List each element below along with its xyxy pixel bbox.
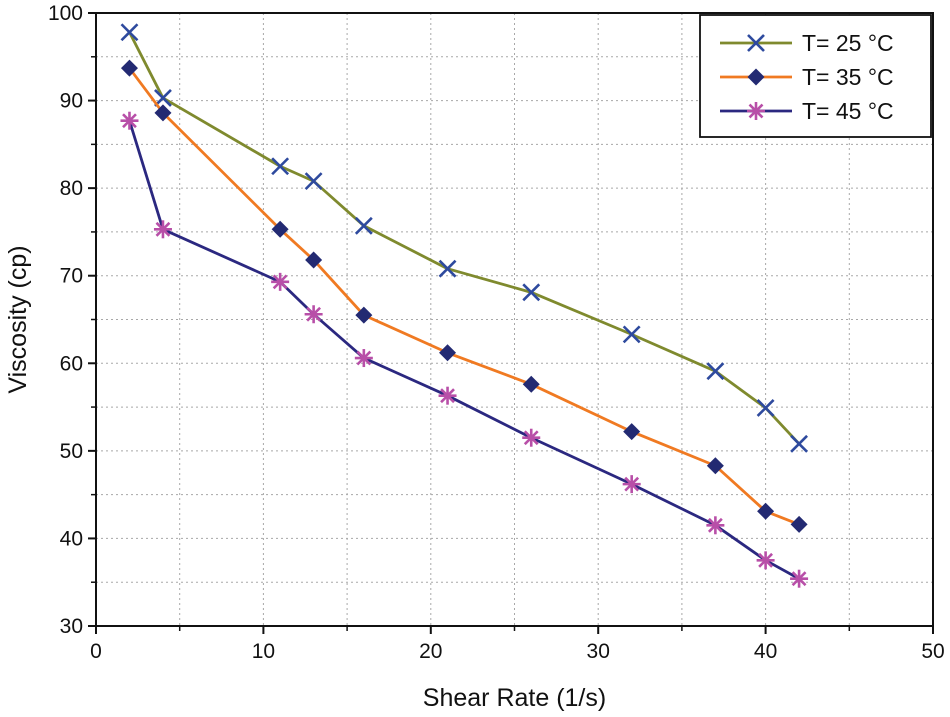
y-tick-label: 60 xyxy=(60,352,83,375)
series-2 xyxy=(120,59,808,533)
y-axis-title: Viscosity (cp) xyxy=(4,245,32,393)
series-line-1 xyxy=(128,31,801,445)
data-point xyxy=(271,272,290,291)
legend-label: T= 25 °C xyxy=(802,30,894,56)
grid xyxy=(96,13,933,626)
data-point xyxy=(304,172,323,191)
series-1 xyxy=(120,23,808,453)
data-point xyxy=(271,157,290,176)
y-tick-label: 70 xyxy=(60,265,83,288)
data-point xyxy=(304,305,323,324)
data-point xyxy=(355,306,373,324)
series-line-3 xyxy=(128,120,800,580)
data-point xyxy=(623,423,641,441)
x-tick-label: 30 xyxy=(587,640,610,663)
axis-ticks: 0 10 20 30 40 50 30 40 50 60 70 80 90 100 xyxy=(48,2,945,663)
legend-label: T= 35 °C xyxy=(802,64,894,90)
data-point xyxy=(706,457,724,475)
y-tick-label: 80 xyxy=(60,177,83,200)
x-axis-title: Shear Rate (1/s) xyxy=(423,684,606,712)
legend-label: T= 45 °C xyxy=(802,98,894,124)
data-point xyxy=(354,216,373,235)
legend-item: T= 35 °C xyxy=(720,64,894,90)
legend-marker xyxy=(747,68,765,86)
data-point xyxy=(790,569,809,588)
data-point xyxy=(706,516,725,535)
data-point xyxy=(120,23,139,42)
data-point xyxy=(120,59,138,77)
data-point xyxy=(438,386,457,405)
y-tick-label: 50 xyxy=(60,440,83,463)
data-point xyxy=(439,344,457,362)
y-tick-label: 90 xyxy=(60,90,83,113)
y-tick-label: 40 xyxy=(60,527,83,550)
legend-marker xyxy=(747,102,765,120)
data-point xyxy=(120,111,139,130)
x-tick-label: 50 xyxy=(921,640,944,663)
data-point xyxy=(706,362,725,381)
legend-item: T= 45 °C xyxy=(720,98,894,124)
legend: T= 25 °C T= 35 °C T= 45 °C xyxy=(699,14,932,138)
data-point xyxy=(622,325,641,344)
data-point xyxy=(756,551,775,570)
y-tick-label: 30 xyxy=(60,615,83,638)
series-layer xyxy=(120,23,809,588)
data-point xyxy=(438,259,457,278)
data-point xyxy=(790,434,808,453)
data-point xyxy=(354,349,373,368)
data-point xyxy=(522,375,540,393)
data-point xyxy=(305,251,323,269)
data-point xyxy=(154,89,172,107)
x-tick-label: 0 xyxy=(90,640,102,663)
data-point xyxy=(522,283,541,302)
x-tick-label: 20 xyxy=(419,640,442,663)
series-3 xyxy=(120,111,809,588)
legend-item: T= 25 °C xyxy=(720,30,894,56)
data-point xyxy=(622,475,641,494)
x-tick-label: 40 xyxy=(754,640,777,663)
y-tick-label: 100 xyxy=(48,2,83,25)
data-point xyxy=(757,502,775,520)
legend-marker xyxy=(747,34,765,52)
data-point xyxy=(790,515,808,533)
data-point xyxy=(522,428,541,447)
x-tick-label: 10 xyxy=(252,640,275,663)
data-point xyxy=(271,220,289,238)
data-point xyxy=(154,104,172,122)
data-point xyxy=(153,220,172,239)
data-point xyxy=(756,399,775,417)
